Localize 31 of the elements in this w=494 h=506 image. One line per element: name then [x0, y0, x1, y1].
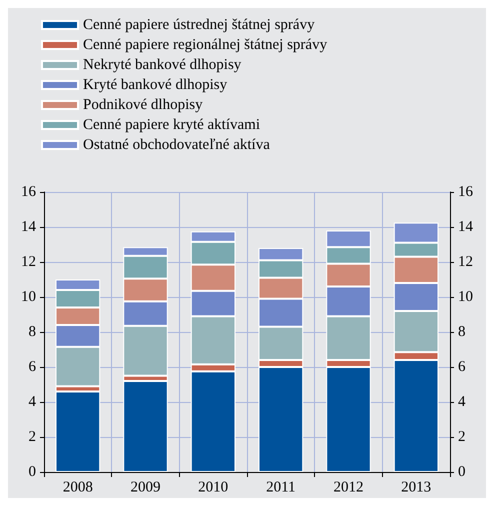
legend-label: Kryté bankové dlhopisy — [83, 77, 228, 93]
y-tick-label: 14 — [21, 219, 36, 235]
y-tick-label: 4 — [28, 394, 36, 410]
y2-tick-label: 14 — [458, 219, 474, 235]
x-tick-label: 2012 — [334, 480, 364, 496]
y2-tick-label: 12 — [458, 254, 473, 270]
x-tick-label: 2008 — [62, 480, 93, 496]
legend-label: Nekryté bankové dlhopisy — [83, 57, 242, 73]
x-tick-label: 2010 — [198, 480, 228, 496]
y-tick-label: 0 — [28, 464, 36, 480]
legend-label: Cenné papiere ústrednej štátnej správy — [83, 17, 316, 33]
legend-label: Podnikové dlhopisy — [83, 97, 204, 113]
y2-tick-label: 16 — [458, 184, 474, 200]
y2-tick-label: 8 — [458, 324, 466, 340]
y-tick-label: 10 — [21, 289, 36, 305]
y2-tick-label: 2 — [458, 429, 466, 445]
x-tick-label: 2013 — [401, 480, 432, 496]
y2-tick-label: 6 — [458, 359, 466, 375]
y2-tick-label: 10 — [458, 289, 473, 305]
y-tick-label: 16 — [21, 184, 36, 200]
x-tick-label: 2009 — [130, 480, 160, 496]
y-tick-label: 12 — [21, 254, 36, 270]
legend-label: Cenné papiere regionálnej štátnej správy — [83, 37, 328, 53]
legend-label: Cenné papiere kryté aktívami — [83, 117, 260, 133]
y-tick-label: 8 — [28, 324, 36, 340]
y-tick-label: 6 — [28, 359, 36, 375]
y-tick-label: 2 — [28, 429, 36, 445]
y2-tick-label: 4 — [458, 394, 466, 410]
x-tick-label: 2011 — [266, 480, 296, 496]
legend-label: Ostatné obchodovateľné aktíva — [83, 137, 270, 153]
y2-tick-label: 0 — [458, 464, 466, 480]
